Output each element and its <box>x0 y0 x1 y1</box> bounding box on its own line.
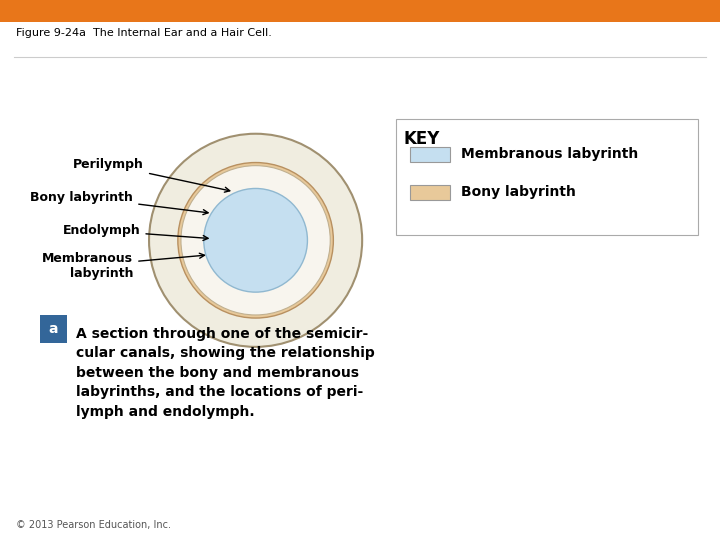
Ellipse shape <box>204 188 307 292</box>
Bar <box>410 185 450 200</box>
Text: Bony labyrinth: Bony labyrinth <box>30 191 208 214</box>
Bar <box>40 315 67 343</box>
Text: Bony labyrinth: Bony labyrinth <box>461 185 576 199</box>
Bar <box>396 119 698 235</box>
Text: Figure 9-24a  The Internal Ear and a Hair Cell.: Figure 9-24a The Internal Ear and a Hair… <box>16 29 271 38</box>
Ellipse shape <box>178 163 333 318</box>
Bar <box>0 0 720 22</box>
Text: Membranous labyrinth: Membranous labyrinth <box>461 147 638 161</box>
Text: a: a <box>48 322 58 336</box>
Ellipse shape <box>149 134 362 347</box>
Text: Perilymph: Perilymph <box>73 158 230 192</box>
Text: KEY: KEY <box>403 130 440 147</box>
Ellipse shape <box>181 166 330 315</box>
Bar <box>410 147 450 162</box>
Text: A section through one of the semicir-
cular canals, showing the relationship
bet: A section through one of the semicir- cu… <box>76 327 374 418</box>
Text: Membranous
labyrinth: Membranous labyrinth <box>42 252 204 280</box>
Text: © 2013 Pearson Education, Inc.: © 2013 Pearson Education, Inc. <box>16 520 171 530</box>
Text: Endolymph: Endolymph <box>63 224 208 240</box>
